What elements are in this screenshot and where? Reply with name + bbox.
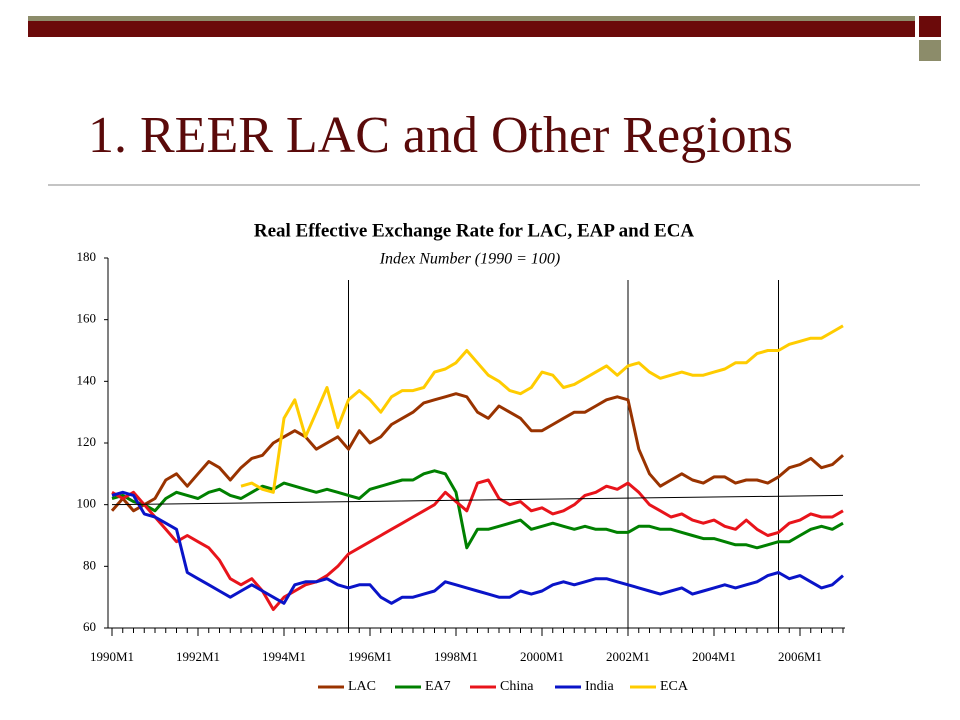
chart-subtitle: Index Number (1990 = 100) xyxy=(379,251,561,268)
series-line xyxy=(111,490,844,605)
x-tick-label: 2002M1 xyxy=(606,649,650,664)
corner-square xyxy=(919,16,941,37)
x-tick-label: 2004M1 xyxy=(692,649,736,664)
y-tick-label: 120 xyxy=(77,434,97,449)
slide-title: 1. REER LAC and Other Regions xyxy=(88,107,793,164)
x-tick-label: 1992M1 xyxy=(176,649,220,664)
x-tick-label: 1994M1 xyxy=(262,649,306,664)
legend-label: India xyxy=(585,679,615,694)
corner-square-light xyxy=(919,40,941,61)
y-tick-label: 100 xyxy=(77,496,97,511)
series-line xyxy=(110,392,844,513)
x-tick-label: 1990M1 xyxy=(90,649,134,664)
trend-line xyxy=(111,494,844,506)
legend-label: EA7 xyxy=(425,679,451,694)
series-line xyxy=(111,469,844,550)
y-tick-label: 60 xyxy=(83,619,96,634)
chart-title: Real Effective Exchange Rate for LAC, EA… xyxy=(254,220,695,241)
top-bar-light xyxy=(28,16,915,21)
x-tick-label: 2000M1 xyxy=(520,649,564,664)
series-line xyxy=(240,324,844,494)
legend-label: LAC xyxy=(348,679,376,694)
y-tick-label: 140 xyxy=(77,372,97,387)
x-tick-label: 1996M1 xyxy=(348,649,392,664)
x-tick-label: 2006M1 xyxy=(778,649,822,664)
x-tick-label: 1998M1 xyxy=(434,649,478,664)
y-tick-label: 80 xyxy=(83,557,96,572)
legend-label: ECA xyxy=(660,679,689,694)
y-tick-label: 160 xyxy=(77,311,97,326)
legend-label: China xyxy=(500,679,534,694)
y-tick-label: 180 xyxy=(77,249,97,264)
series-line xyxy=(111,478,844,611)
top-bar xyxy=(28,21,915,37)
